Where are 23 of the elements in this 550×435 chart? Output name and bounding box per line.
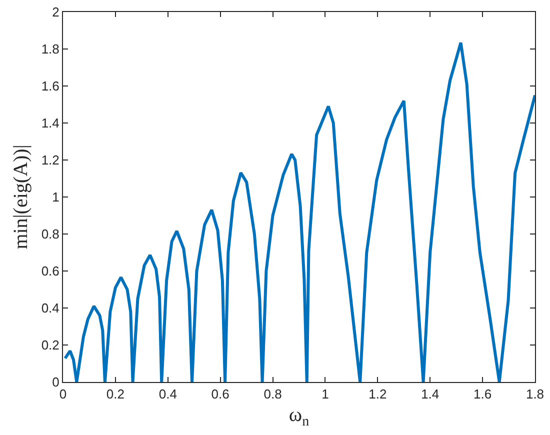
x-tick-label: 0.6 [211, 386, 230, 402]
x-tick-label: 0.8 [264, 386, 282, 402]
x-tick-label: 0.2 [106, 386, 124, 402]
y-tick-label: 0.4 [41, 300, 60, 316]
line-series [64, 41, 535, 382]
y-tick-label: 0 [52, 374, 60, 390]
x-tick-label: 1.2 [368, 386, 387, 402]
y-tick-label: 0.8 [41, 226, 60, 242]
y-tick-label: 1.2 [41, 152, 60, 168]
y-tick-label: 1.8 [41, 42, 60, 57]
y-tick-label: 1.6 [41, 78, 60, 94]
y-tick-label: 2 [52, 4, 60, 20]
x-tick-label: 1 [322, 386, 329, 402]
x-tick-label: 0.4 [158, 386, 177, 402]
y-axis-title: min|(eig(A))| [10, 144, 32, 250]
y-tick-label: 0.2 [41, 338, 60, 353]
y-tick-label: 1.4 [41, 116, 60, 131]
x-tick-label: 1.8 [526, 386, 544, 402]
x-axis-title: ω$_{n}$ [288, 404, 310, 430]
y-tick-label: 1 [52, 190, 60, 205]
y-tick-label: 0.6 [41, 264, 60, 279]
x-tick-label: 1.6 [474, 386, 492, 402]
x-tick-label: 1.4 [421, 386, 440, 402]
